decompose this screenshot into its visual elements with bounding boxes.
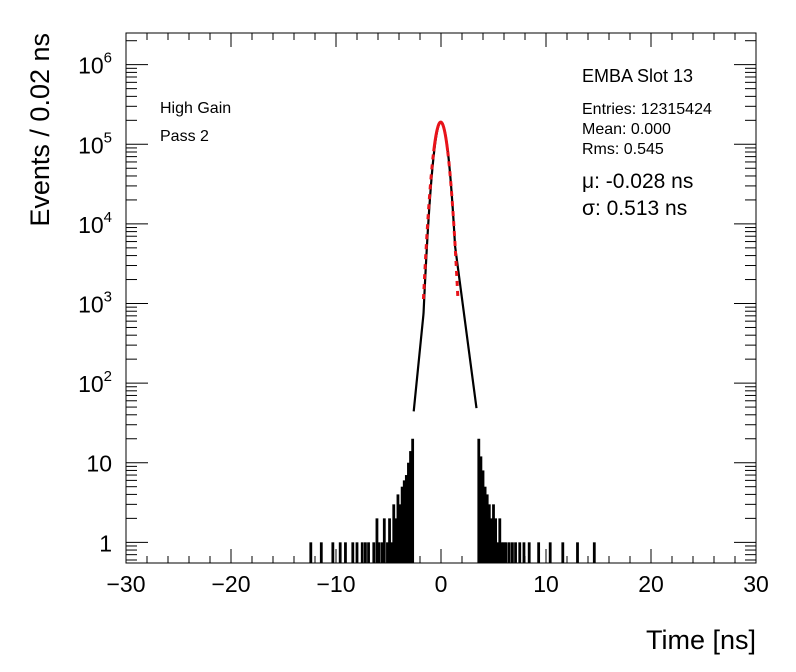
x-tick-labels: −30 −20 −10 0 10 20 30 xyxy=(106,571,768,597)
histogram-bin xyxy=(505,542,508,563)
histogram-bin xyxy=(351,542,354,563)
stats-rms: Rms: 0.545 xyxy=(582,141,664,158)
histogram-bin xyxy=(372,542,375,563)
y-tick-label: 105 xyxy=(78,129,112,158)
histogram-bin xyxy=(411,439,414,563)
histogram-bin xyxy=(549,542,552,563)
y-tick-label: 103 xyxy=(78,289,112,318)
y-tick-label: 10 xyxy=(86,451,112,477)
y-tick-label: 104 xyxy=(78,209,112,238)
histogram-bin xyxy=(356,542,359,563)
histogram-bin xyxy=(331,542,334,563)
histogram-bin xyxy=(561,542,564,563)
histogram xyxy=(309,122,595,563)
fit-extrapolation-right xyxy=(448,151,458,298)
histogram-bin xyxy=(518,542,521,563)
y-tick-label: 106 xyxy=(78,50,112,79)
x-tick-label: 30 xyxy=(743,571,769,597)
histogram-bin xyxy=(576,542,579,563)
y-tick-label: 102 xyxy=(78,368,112,397)
stats-entries: Entries: 12315424 xyxy=(582,101,712,118)
histogram-bin xyxy=(309,542,312,563)
histogram-bin xyxy=(383,518,386,563)
x-tick-label: −30 xyxy=(106,571,145,597)
histogram-core xyxy=(414,122,477,411)
x-tick-label: 0 xyxy=(435,571,448,597)
y-axis-title: Events / 0.02 ns xyxy=(25,33,55,227)
histogram-bin xyxy=(508,542,511,563)
histogram-bin xyxy=(514,542,517,563)
histogram-bin xyxy=(364,542,367,563)
fit-mu: μ: -0.028 ns xyxy=(582,170,693,193)
histogram-bin xyxy=(523,542,526,563)
histogram-bin xyxy=(367,542,370,563)
fit-sigma: σ: 0.513 ns xyxy=(582,197,687,220)
x-tick-label: 10 xyxy=(533,571,559,597)
histogram-bin xyxy=(537,542,540,563)
x-axis-title: Time [ns] xyxy=(646,625,756,655)
x-tick-label: 20 xyxy=(638,571,664,597)
y-tick-label: 1 xyxy=(99,530,112,556)
histogram-bin xyxy=(593,542,596,563)
histogram-bin xyxy=(320,542,323,563)
stats-mean: Mean: 0.000 xyxy=(582,121,671,138)
histogram-bin xyxy=(344,542,347,563)
pass-label: Pass 2 xyxy=(160,128,209,145)
histogram-bin xyxy=(361,542,364,563)
stats-title: EMBA Slot 13 xyxy=(582,66,693,86)
histogram-bin xyxy=(378,542,381,563)
histogram-bin xyxy=(511,542,514,563)
x-tick-label: −10 xyxy=(316,571,355,597)
y-tick-labels: 1 10 102 103 104 105 106 xyxy=(78,50,112,557)
histogram-bin xyxy=(339,542,342,563)
x-tick-label: −20 xyxy=(211,571,250,597)
gain-label: High Gain xyxy=(160,100,231,117)
histogram-bin xyxy=(528,542,531,563)
